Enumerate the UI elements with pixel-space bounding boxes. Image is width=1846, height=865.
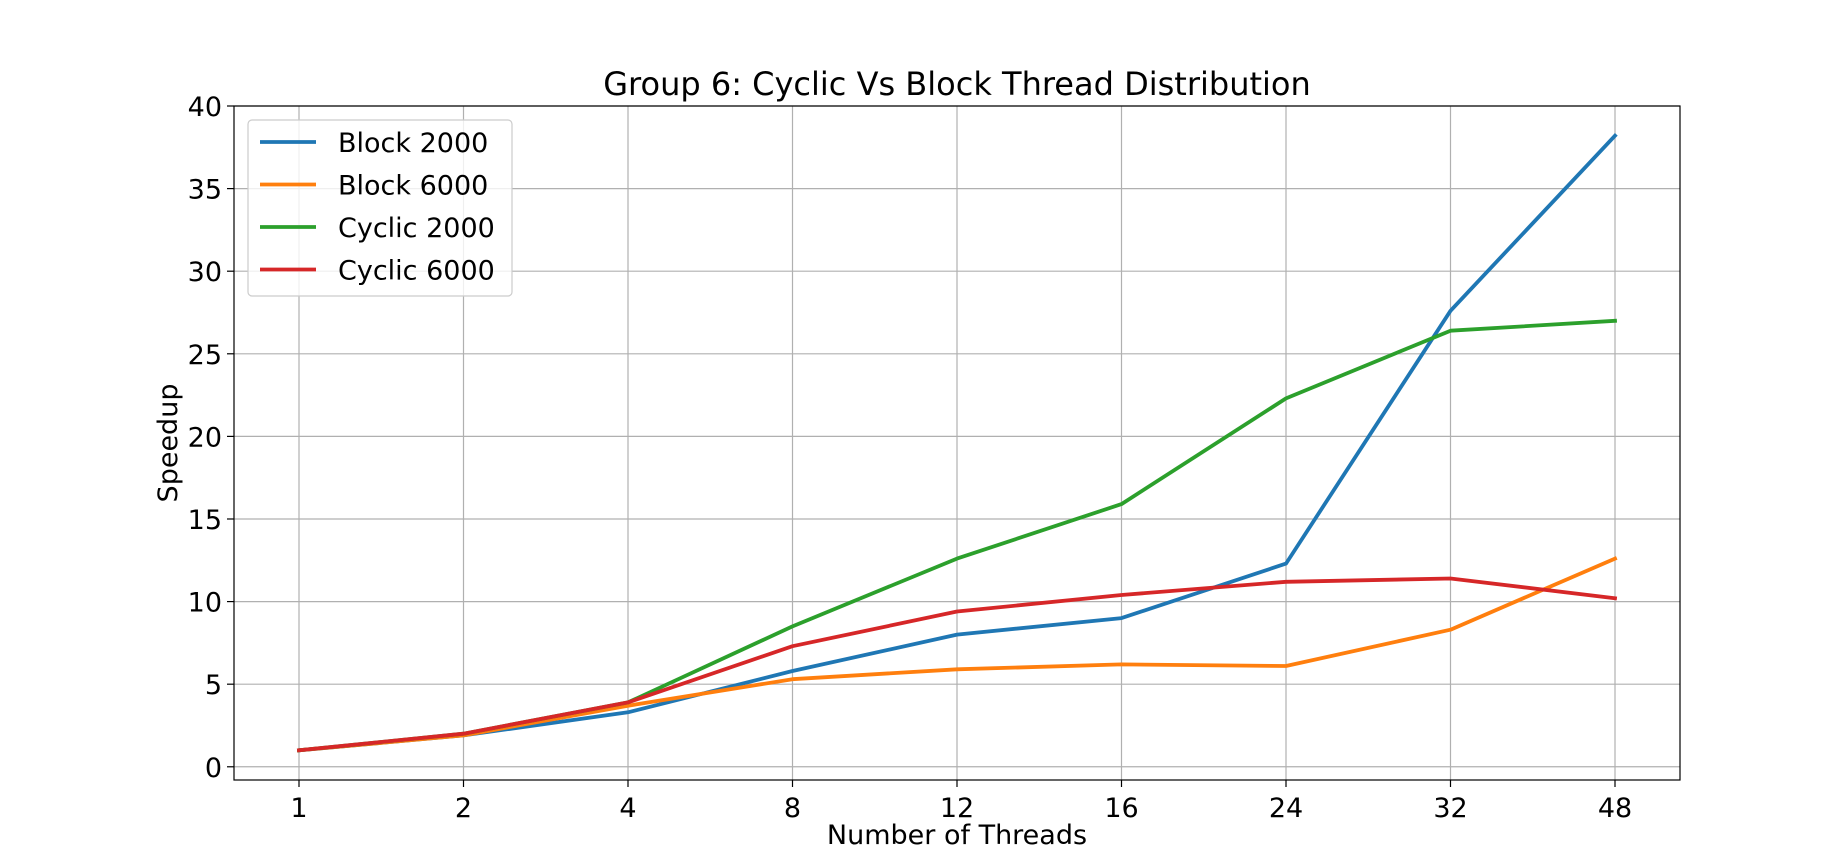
y-tick-label: 0	[205, 753, 222, 784]
y-tick-label: 30	[188, 257, 222, 288]
x-tick-label: 16	[1104, 793, 1138, 824]
x-tick-label: 8	[784, 793, 801, 824]
y-tick-label: 35	[188, 175, 222, 206]
x-axis-label: Number of Threads	[827, 820, 1087, 851]
y-tick-label: 20	[188, 422, 222, 453]
y-tick-label: 10	[188, 588, 222, 619]
series-line-cyclic-6000	[296, 576, 1618, 753]
y-tick-label: 5	[205, 670, 222, 701]
legend-box	[247, 119, 513, 297]
x-tick-label: 4	[619, 793, 636, 824]
legend-label-cyclic-6000: Cyclic 6000	[338, 256, 495, 287]
series-lines	[296, 133, 1618, 753]
legend-label-block-6000: Block 6000	[338, 171, 488, 202]
y-axis-label: Speedup	[153, 384, 184, 503]
legend-label-cyclic-2000: Cyclic 2000	[338, 213, 495, 244]
legend: Block 2000 Block 6000 Cyclic 2000 Cyclic 60…	[247, 119, 513, 297]
x-tick-label: 48	[1598, 793, 1632, 824]
legend-label-block-2000: Block 2000	[338, 128, 488, 159]
series-line-block-2000	[296, 133, 1618, 753]
x-tick-label: 32	[1433, 793, 1467, 824]
x-tick-label: 24	[1269, 793, 1303, 824]
y-tick-label: 25	[188, 340, 222, 371]
chart-title: Group 6: Cyclic Vs Block Thread Distribu…	[603, 65, 1311, 103]
x-tick-label: 2	[455, 793, 472, 824]
y-tick-label: 15	[188, 505, 222, 536]
series-line-block-6000	[296, 556, 1618, 753]
y-tick-label: 40	[188, 92, 222, 123]
x-tick-label: 12	[940, 793, 974, 824]
x-tick-label: 1	[290, 793, 307, 824]
